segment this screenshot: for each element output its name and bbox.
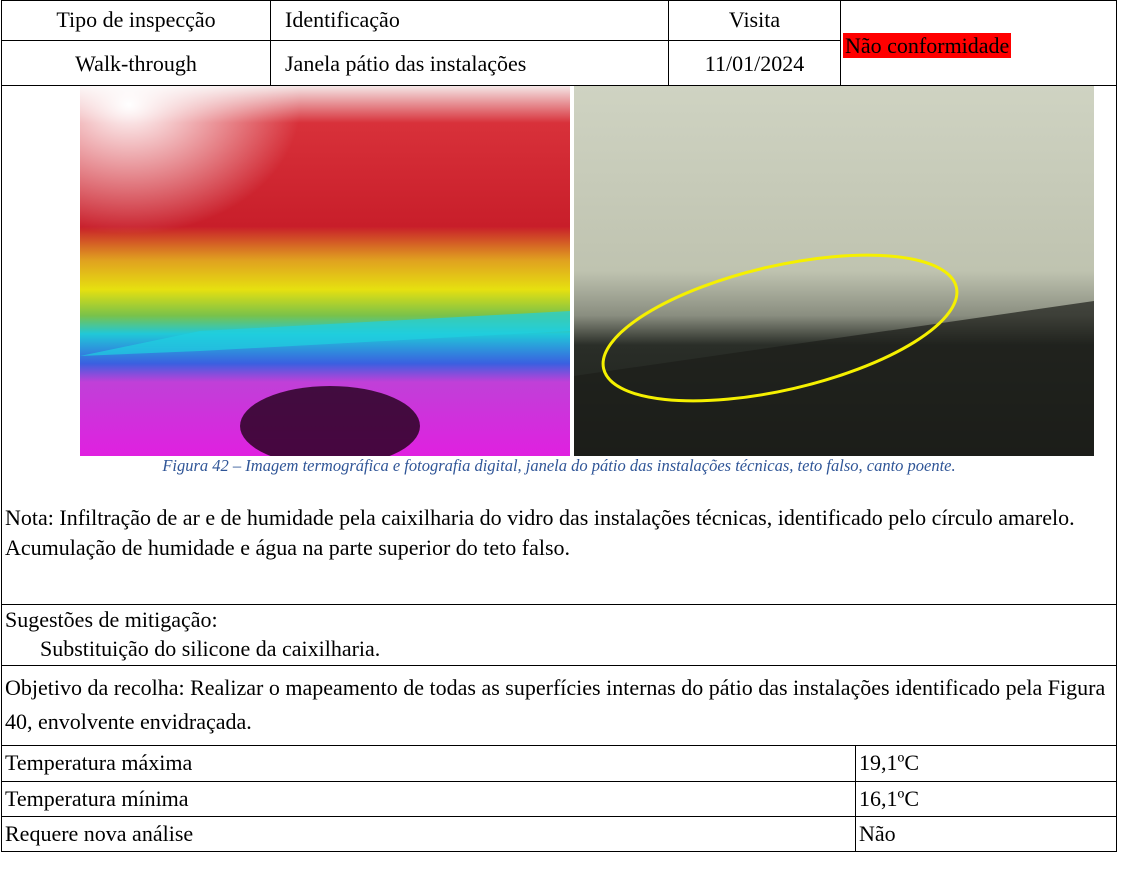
measurement-label: Temperatura mínima bbox=[5, 786, 189, 811]
measurement-label: Temperatura máxima bbox=[5, 750, 193, 775]
measurement-value-cell: 16,1ºC bbox=[855, 781, 1117, 817]
mitigation-label: Sugestões de mitigação: bbox=[5, 607, 218, 632]
status-badge: Não conformidade bbox=[843, 33, 1012, 58]
measurement-label-cell: Temperatura máxima bbox=[1, 745, 856, 782]
note-paragraph: Nota: Infiltração de ar e de humidade pe… bbox=[5, 505, 1075, 530]
column-label: Visita bbox=[728, 7, 781, 32]
value-cell: Janela pátio das instalações bbox=[270, 40, 669, 86]
highlight-ellipse bbox=[601, 253, 959, 403]
measurement-label-cell: Requere nova análise bbox=[1, 816, 856, 852]
measurement-label: Requere nova análise bbox=[5, 821, 194, 846]
visit-date: 11/01/2024 bbox=[704, 51, 805, 76]
figure-images bbox=[80, 86, 1094, 456]
header-cell: Visita bbox=[668, 0, 841, 41]
objective: Objetivo da recolha: Realizar o mapeamen… bbox=[5, 675, 1106, 734]
figure-cell: Figura 42 – Imagem termográfica e fotogr… bbox=[1, 85, 1117, 605]
header-cell: Tipo de inspecção bbox=[1, 0, 271, 41]
header-cell: Identificação bbox=[270, 0, 669, 41]
column-label: Identificação bbox=[285, 7, 400, 32]
measurement-value-cell: Não bbox=[855, 816, 1117, 852]
column-label: Tipo de inspecção bbox=[56, 7, 216, 32]
measurement-label-cell: Temperatura mínima bbox=[1, 781, 856, 817]
measurement-value: 16,1ºC bbox=[859, 786, 919, 811]
value-cell: Walk-through bbox=[1, 40, 271, 86]
thermal-band bbox=[80, 311, 570, 356]
measurement-value: 19,1ºC bbox=[859, 750, 919, 775]
thermal-cold bbox=[240, 386, 420, 456]
measurement-value: Não bbox=[859, 821, 896, 846]
mitigation-item: Substituição do silicone da caixilharia. bbox=[40, 636, 381, 661]
status-cell: Não conformidade bbox=[840, 0, 1117, 86]
identification: Janela pátio das instalações bbox=[285, 51, 527, 76]
objective-cell: Objetivo da recolha: Realizar o mapeamen… bbox=[1, 665, 1117, 746]
value-cell: 11/01/2024 bbox=[668, 40, 841, 86]
note: Nota: Infiltração de ar e de humidade pe… bbox=[2, 503, 1116, 563]
mitigation-cell: Sugestões de mitigação: Substituição do … bbox=[1, 604, 1117, 666]
measurement-value-cell: 19,1ºC bbox=[855, 745, 1117, 782]
note-paragraph: Acumulação de humidade e água na parte s… bbox=[5, 535, 571, 560]
figure-caption: Figura 42 – Imagem termográfica e fotogr… bbox=[162, 456, 956, 475]
inspection-type: Walk-through bbox=[75, 51, 197, 76]
